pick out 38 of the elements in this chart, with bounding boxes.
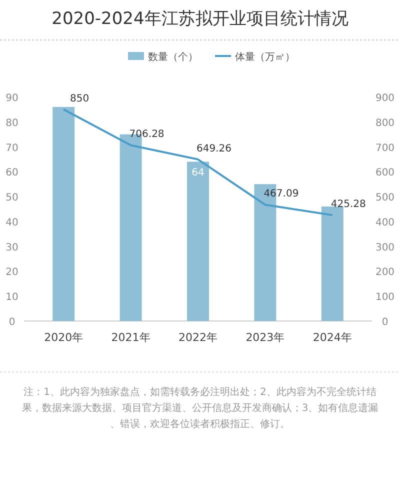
text: 注：1、此内容为独家盘点，如需转载务必注明出处；2、此内容为不完全统计结果，数据来源大数据、项目官方渠道、公开信息及开发商确认；3、如有信息遗漏、错误，欢迎各位读者积极指正、修订。 <box>22 386 378 430</box>
y-tick-label: 0 <box>8 317 16 328</box>
y-tick-label: 90 <box>6 93 18 104</box>
data-label: 425.28 <box>330 199 366 210</box>
y-tick-label: 10 <box>6 292 18 304</box>
bar <box>52 106 75 321</box>
y2-tick-label: 900 <box>375 93 395 104</box>
y2-tick-label: 300 <box>375 242 395 254</box>
x-tick-label: 2024年 <box>312 331 352 344</box>
y-tick-label: 60 <box>6 168 18 179</box>
y2-tick-label: 800 <box>375 118 395 129</box>
legend-label: 体量（万㎡） <box>235 51 295 63</box>
y2-tick-label: 200 <box>375 267 395 278</box>
x-tick-label: 2022年 <box>178 331 218 344</box>
data-label: 706.28 <box>129 129 164 140</box>
x-tick-label: 2021年 <box>111 331 150 344</box>
y-tick-label: 80 <box>6 118 18 129</box>
data-label: 64 <box>192 168 204 179</box>
bar <box>187 162 209 321</box>
y2-tick-label: 100 <box>375 292 395 304</box>
y2-tick-label: 500 <box>375 192 395 204</box>
y-tick-label: 50 <box>6 192 18 204</box>
y-tick-label: 30 <box>6 242 18 254</box>
x-tick-label: 2023年 <box>246 331 285 344</box>
y2-tick-label: 400 <box>375 217 395 228</box>
y2-tick-label: 600 <box>375 168 395 179</box>
chart-title: 2020-2024年江苏拟开业项目统计情况 <box>52 9 348 29</box>
y-tick-label: 40 <box>6 217 18 228</box>
y-tick-label: 70 <box>6 142 18 154</box>
y2-tick-label: 0 <box>382 317 388 328</box>
data-label: 649.26 <box>196 143 232 154</box>
data-label: 850 <box>70 93 90 104</box>
y2-tick-label: 700 <box>375 142 395 154</box>
bar <box>321 206 344 321</box>
data-label: 467.09 <box>264 188 299 200</box>
x-tick-label: 2020年 <box>44 331 84 344</box>
y-tick-label: 20 <box>6 267 18 278</box>
legend-label: 数量（个） <box>148 51 198 63</box>
